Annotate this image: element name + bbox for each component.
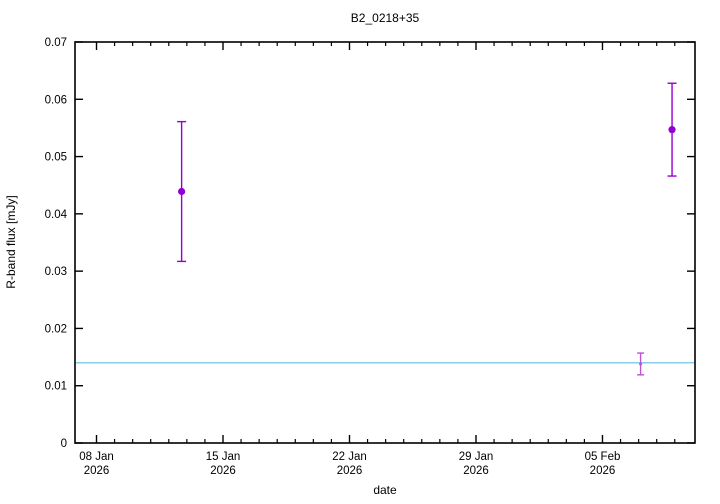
y-tick-label: 0.01 [45, 381, 67, 393]
y-tick-label: 0.07 [45, 37, 67, 49]
x-tick-label: 22 Jan [332, 451, 367, 463]
chart-title: B2_0218+35 [350, 11, 420, 25]
y-tick-label: 0.05 [45, 152, 67, 164]
y-tick-label: 0.02 [45, 323, 67, 335]
x-tick-label: 2026 [84, 465, 110, 477]
x-tick-label: 2026 [337, 465, 363, 477]
plot-border [74, 41, 696, 444]
y-tick-label: 0.03 [45, 266, 67, 278]
x-tick-label: 15 Jan [206, 451, 241, 463]
x-tick-label: 2026 [590, 465, 616, 477]
x-tick-label: 2026 [210, 465, 236, 477]
x-tick-label: 2026 [463, 465, 489, 477]
data-point [178, 187, 186, 196]
data-point [668, 126, 676, 134]
x-tick-label: 08 Jan [79, 451, 114, 463]
data-point [639, 362, 643, 366]
y-tick-label: 0.04 [45, 209, 68, 221]
x-tick-label: 05 Feb [585, 451, 621, 463]
y-tick-label: 0.06 [45, 94, 67, 106]
x-axis-title: date [373, 483, 397, 497]
y-tick-label: 0 [61, 438, 67, 450]
x-tick-label: 29 Jan [459, 451, 494, 463]
